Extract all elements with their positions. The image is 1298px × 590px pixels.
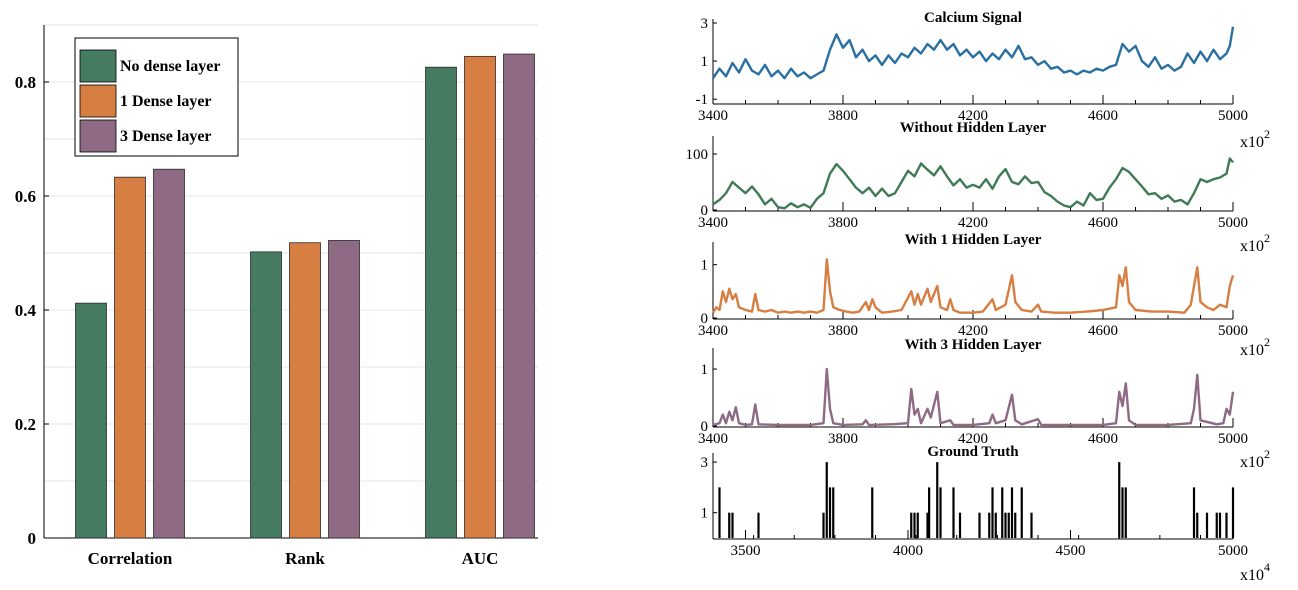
x-tick-label: 5000 [1218, 108, 1248, 124]
y-tick-label: 3 [701, 16, 709, 32]
bar [328, 240, 360, 539]
bar [464, 55, 496, 539]
bar [425, 66, 457, 539]
panel-title: With 3 Hidden Layer [905, 337, 1042, 353]
x-multiplier-exponent: 2 [1264, 335, 1270, 349]
panel-title: Ground Truth [927, 444, 1019, 460]
trace-line [712, 157, 1234, 210]
panel-title: Without Hidden Layer [900, 120, 1047, 136]
x-tick-label: 4600 [1088, 108, 1118, 124]
x-tick-label: 4000 [893, 543, 923, 559]
legend: No dense layer 1 Dense layer 3 Dense lay… [74, 37, 239, 157]
y-tick-label: 1 [701, 506, 709, 522]
x-tick-label: 3800 [828, 215, 858, 231]
legend-label-1-dense: 1 Dense layer [120, 93, 212, 110]
trace-panel: With 1 Hidden Layer 0 1 3400 3800 4200 4600 500… [698, 232, 1270, 359]
y-tick-label: 0 [28, 529, 37, 548]
legend-swatch-3-dense [79, 119, 117, 153]
x-tick-label: 5000 [1218, 215, 1248, 231]
x-tick-label: 4500 [1056, 543, 1086, 559]
trace-panel: With 3 Hidden Layer 0 1 3400 3800 4200 4600 500… [698, 337, 1270, 471]
y-tick-label: -1 [696, 92, 709, 108]
x-tick-label: 3400 [698, 108, 728, 124]
x-multiplier-exponent: 2 [1264, 447, 1270, 461]
x-multiplier-label: x104 [1240, 560, 1270, 584]
trace-line [711, 258, 1235, 314]
legend-swatch-1-dense [79, 84, 117, 118]
legend-label-3-dense: 3 Dense layer [120, 128, 212, 145]
x-category-label: Rank [285, 549, 325, 568]
x-tick-label: 3400 [698, 323, 728, 339]
legend-label-no-dense: No dense layer [120, 58, 220, 75]
x-multiplier-label: x102 [1240, 231, 1270, 255]
trace-panel: Without Hidden Layer 0 100 3400 3800 4200 4600… [686, 120, 1271, 255]
x-tick-label: 4200 [958, 431, 988, 447]
bar [114, 176, 146, 539]
x-tick-label: 4200 [958, 215, 988, 231]
bar [75, 302, 107, 539]
x-multiplier-label: x102 [1240, 127, 1270, 151]
x-category-label: Correlation [88, 549, 173, 568]
x-tick-label: 4600 [1088, 323, 1118, 339]
bar [250, 251, 282, 539]
y-tick-label: 0.8 [15, 73, 36, 92]
x-multiplier-label: x102 [1240, 447, 1270, 471]
panel-title: With 1 Hidden Layer [905, 232, 1042, 248]
x-multiplier-exponent: 2 [1264, 127, 1270, 141]
y-tick-label: 100 [686, 147, 709, 163]
x-tick-label: 3800 [828, 323, 858, 339]
bar [153, 168, 185, 539]
x-tick-label: 3400 [698, 215, 728, 231]
panel-title: Calcium Signal [924, 10, 1022, 26]
bar [503, 53, 535, 539]
legend-swatch-no-dense [79, 49, 117, 83]
y-tick-label: 0 [701, 419, 709, 435]
y-tick-label: 1 [701, 258, 709, 274]
x-tick-label: 5000 [1218, 543, 1248, 559]
y-tick-label: 1 [701, 54, 709, 70]
x-tick-label: 4200 [958, 323, 988, 339]
x-tick-label: 3400 [698, 431, 728, 447]
x-tick-label: 3800 [828, 431, 858, 447]
trace-line [712, 367, 1235, 427]
y-tick-label: 1 [701, 362, 709, 378]
x-tick-label: 3800 [828, 108, 858, 124]
bar [289, 242, 321, 539]
x-tick-label: 5000 [1218, 323, 1248, 339]
y-tick-label: 0.6 [15, 187, 36, 206]
x-tick-label: 4200 [958, 108, 988, 124]
y-tick-label: 0.2 [15, 415, 36, 434]
y-tick-label: 3 [701, 455, 709, 471]
x-tick-label: 5000 [1218, 431, 1248, 447]
y-tick-label: 0.4 [15, 301, 37, 320]
x-tick-label: 4600 [1088, 431, 1118, 447]
x-category-label: AUC [462, 549, 499, 568]
x-multiplier-exponent: 2 [1264, 231, 1270, 245]
x-tick-label: 3500 [731, 543, 761, 559]
bar-chart-metrics: 0 0.2 0.4 0.6 0.8 Correlation Rank AUC [15, 24, 538, 568]
trace-line [712, 26, 1235, 80]
y-tick-label: 0 [701, 203, 709, 219]
x-multiplier-exponent: 4 [1264, 560, 1270, 574]
y-tick-label: 0 [701, 311, 709, 327]
x-tick-label: 4600 [1088, 215, 1118, 231]
